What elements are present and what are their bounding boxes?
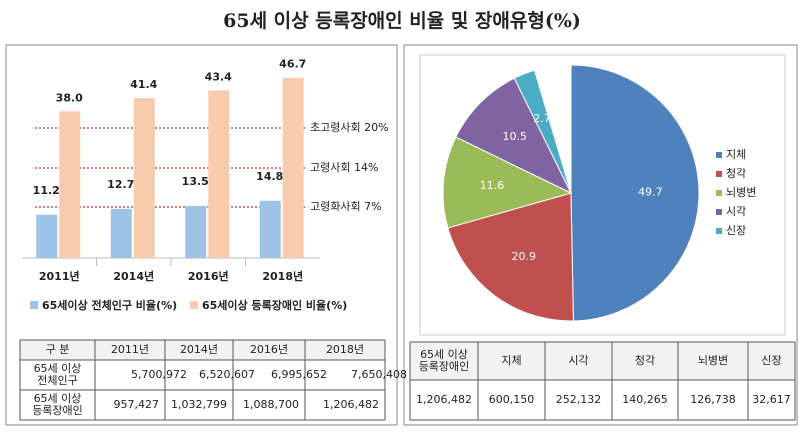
x-tick-label: 2018년: [262, 269, 303, 283]
pie-slice: [570, 64, 700, 322]
data-label: 41.4: [130, 78, 157, 91]
bar: [110, 208, 132, 258]
data-label: 14.8: [256, 170, 283, 183]
data-label: 13.5: [182, 175, 209, 188]
table-cell: 6,995,652: [271, 368, 327, 381]
data-label: 11.2: [33, 184, 60, 197]
bar: [59, 111, 81, 258]
table-cell: 2016년: [250, 343, 288, 356]
slice-label: 11.6: [480, 179, 505, 192]
table-cell: 32,617: [752, 393, 791, 406]
table-cell: 지체: [501, 354, 521, 367]
table-cell: 65세 이상: [34, 362, 82, 375]
bar: [133, 98, 155, 258]
data-label: 12.7: [107, 178, 134, 191]
slice-label: 10.5: [502, 130, 527, 143]
legend-label: 지체: [726, 148, 746, 161]
table-cell: 1,206,482: [416, 393, 472, 406]
table-cell: 2018년: [326, 343, 364, 356]
table-cell: 5,700,972: [131, 368, 187, 381]
x-tick-label: 2016년: [188, 269, 229, 283]
table-cell: 65세 이상: [34, 392, 82, 405]
table-cell: 2011년: [111, 343, 149, 356]
page-title: 65세 이상 등록장애인 비율 및 장애유형(%): [223, 10, 581, 32]
data-label: 43.4: [205, 70, 232, 83]
table-cell: 126,738: [690, 393, 736, 406]
table-cell: 7,650,408: [351, 368, 407, 381]
table-cell: 1,206,482: [323, 398, 379, 411]
legend-label: 65세이상 전체인구 비율(%): [42, 298, 177, 312]
x-tick-label: 2014년: [113, 269, 154, 283]
annotation: 고령화사회 7%: [310, 200, 382, 213]
data-label: 38.0: [56, 91, 83, 104]
table-cell: 뇌병변: [698, 354, 728, 367]
table-cell: 957,427: [114, 398, 160, 411]
slice-label: 2.7: [533, 112, 551, 125]
legend-swatch: [716, 228, 722, 234]
table-cell: 전체인구: [37, 374, 77, 387]
table-cell: 청각: [635, 354, 655, 367]
pie-slice: [513, 69, 572, 194]
table-cell: 140,265: [622, 393, 668, 406]
slice-label: 20.9: [512, 250, 537, 263]
pie-slice: [442, 136, 573, 229]
annotation: 초고령사회 20%: [310, 121, 389, 134]
table-cell: 2014년: [180, 343, 218, 356]
table-cell: 신장: [761, 354, 781, 367]
table-cell: 252,132: [556, 393, 602, 406]
table-header-bg: [20, 340, 385, 360]
bar: [185, 205, 207, 258]
annotation: 고령사회 14%: [310, 161, 378, 174]
table-cell: 구 분: [46, 343, 70, 356]
legend-swatch: [190, 301, 198, 309]
legend-label: 시각: [726, 205, 746, 218]
x-tick-label: 2011년: [39, 269, 80, 283]
table-cell: 65세 이상: [420, 348, 468, 361]
bar: [259, 200, 281, 258]
table-cell: 등록장애인: [32, 404, 83, 417]
legend-swatch: [716, 171, 722, 177]
pie-slice: [455, 77, 573, 195]
table-cell: 등록장애인: [419, 360, 470, 373]
right-panel: [403, 44, 798, 426]
bar: [208, 90, 230, 258]
left-panel: [5, 44, 398, 426]
table-cell: 1,032,799: [171, 398, 227, 411]
pie-frame: [419, 54, 786, 336]
legend-swatch: [30, 301, 38, 309]
data-label: 46.7: [279, 58, 306, 71]
legend-swatch: [716, 209, 722, 215]
bar: [282, 77, 304, 258]
pie-slice: [447, 192, 574, 322]
legend-label: 신장: [726, 224, 746, 237]
table-cell: 시각: [568, 354, 588, 367]
legend-swatch: [716, 152, 722, 158]
legend-label: 65세이상 등록장애인 비율(%): [202, 298, 347, 312]
table-cell: 1,088,700: [243, 398, 299, 411]
legend-label: 청각: [726, 167, 746, 180]
bar: [36, 214, 58, 258]
legend-label: 뇌병변: [726, 186, 756, 199]
legend-swatch: [716, 190, 722, 196]
table-cell: 6,520,607: [199, 368, 255, 381]
table-cell: 600,150: [489, 393, 535, 406]
slice-label: 49.7: [638, 185, 663, 198]
table-header-bg: [410, 342, 795, 380]
